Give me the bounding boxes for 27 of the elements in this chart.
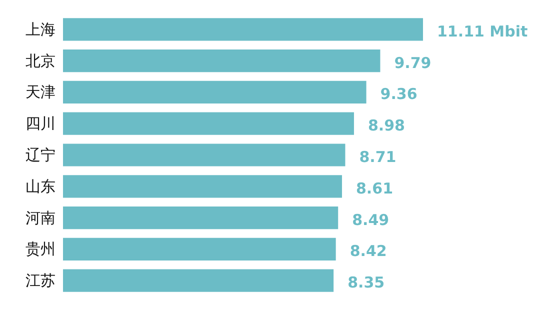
bar [63,175,342,198]
bar [63,80,366,104]
y-tick-label: 贵州 [26,240,56,258]
bar [63,18,423,41]
data-label: 8.61 [356,179,394,198]
data-label: 8.71 [359,148,396,166]
y-tick-label: 山东 [26,177,56,196]
y-tick-label: 北京 [26,52,56,70]
bar [63,269,334,292]
y-tick-label: 天津 [26,83,56,102]
data-label: 11.11 Mbit [437,22,528,40]
data-label: 8.35 [348,274,385,292]
bar [63,238,336,260]
y-tick-label: 辽宁 [26,146,56,164]
data-label: 9.36 [380,85,418,104]
y-tick-label: 河南 [26,208,56,227]
data-label: 9.79 [394,54,432,72]
data-label: 8.42 [350,242,387,260]
y-tick-label: 四川 [26,114,56,133]
bar [63,144,346,166]
data-label: 8.98 [368,116,405,135]
y-tick-label: 上海 [26,20,56,38]
bar [63,50,380,72]
bar [63,206,338,230]
data-label: 8.49 [352,210,390,229]
y-tick-label: 江苏 [26,272,56,290]
bar [63,112,354,135]
